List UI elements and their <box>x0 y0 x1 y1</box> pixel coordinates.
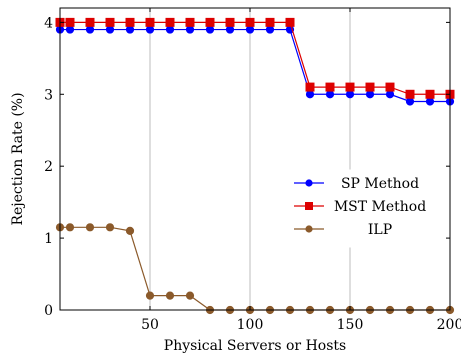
data-point-sp-method <box>385 90 395 99</box>
series-mst-method <box>55 17 455 99</box>
legend: SP Method MST Method ILP <box>287 169 441 248</box>
data-point-sp-method <box>205 25 215 34</box>
data-point-mst-method <box>345 82 355 92</box>
data-point-sp-method <box>425 97 435 106</box>
data-point-mst-method <box>285 17 295 27</box>
data-point-ilp <box>145 291 155 300</box>
data-point-mst-method <box>65 17 75 27</box>
data-point-sp-method <box>65 25 75 34</box>
legend-label-ilp: ILP <box>368 222 392 238</box>
data-point-mst-method <box>225 17 235 27</box>
data-point-mst-method <box>385 82 395 92</box>
plot-area-frame <box>59 7 451 311</box>
data-point-sp-method <box>225 25 235 34</box>
data-point-ilp <box>125 226 135 236</box>
x-tick-label: 50 <box>141 317 159 333</box>
data-point-ilp <box>105 223 115 232</box>
data-point-ilp <box>185 291 195 300</box>
data-point-sp-method <box>105 25 115 34</box>
data-point-sp-method <box>405 97 415 106</box>
x-tick-label: 100 <box>237 317 264 333</box>
data-point-sp-method <box>85 25 95 34</box>
x-tick-label: 150 <box>337 317 364 333</box>
data-point-sp-method <box>265 25 275 34</box>
data-point-mst-method <box>85 17 95 27</box>
data-point-mst-method <box>405 89 415 99</box>
data-point-mst-method <box>145 17 155 27</box>
data-point-mst-method <box>105 17 115 27</box>
data-point-sp-method <box>365 90 375 99</box>
legend-label-mst-method: MST Method <box>334 199 426 215</box>
legend-marker-sp-method <box>305 179 313 187</box>
y-tick-label: 3 <box>44 87 53 103</box>
legend-marker-ilp <box>305 225 313 233</box>
data-point-sp-method <box>125 25 135 34</box>
data-point-mst-method <box>265 17 275 27</box>
axis-ticks: 50 100 150 200 0 1 2 3 4 <box>44 8 461 333</box>
data-point-mst-method <box>365 82 375 92</box>
x-axis-label: Physical Servers or Hosts <box>164 338 346 354</box>
data-point-sp-method <box>305 90 315 99</box>
data-point-sp-method <box>245 25 255 34</box>
data-point-mst-method <box>325 82 335 92</box>
data-point-mst-method <box>165 17 175 27</box>
series-layer <box>55 17 455 315</box>
data-point-mst-method <box>305 82 315 92</box>
x-tick-label: 200 <box>437 317 461 333</box>
y-tick-label: 4 <box>44 15 53 31</box>
legend-marker-mst-method <box>305 202 313 210</box>
y-tick-label: 1 <box>44 231 53 247</box>
data-point-mst-method <box>245 17 255 27</box>
data-point-ilp <box>65 223 75 232</box>
data-point-sp-method <box>345 90 355 99</box>
data-point-mst-method <box>185 17 195 27</box>
data-point-sp-method <box>185 25 195 34</box>
data-point-sp-method <box>145 25 155 34</box>
y-axis-label: Rejection Rate (%) <box>10 92 26 225</box>
y-tick-label: 2 <box>44 159 53 175</box>
legend-label-sp-method: SP Method <box>341 176 419 192</box>
y-tick-label: 0 <box>44 303 53 319</box>
data-point-sp-method <box>325 90 335 99</box>
data-point-ilp <box>165 291 175 300</box>
data-point-mst-method <box>205 17 215 27</box>
data-point-mst-method <box>125 17 135 27</box>
series-sp-method <box>55 25 455 106</box>
data-point-mst-method <box>425 89 435 99</box>
data-point-ilp <box>85 223 95 232</box>
data-point-sp-method <box>165 25 175 34</box>
